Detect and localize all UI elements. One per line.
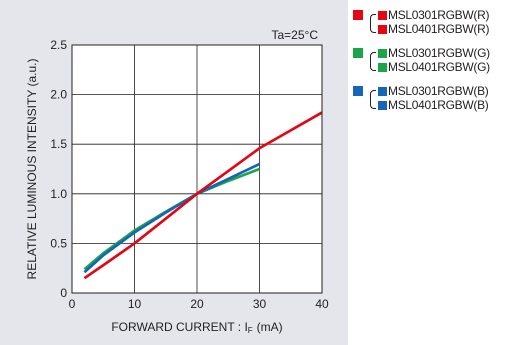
legend-item: MSL0301RGBW(R) bbox=[378, 8, 489, 22]
legend-item-swatch bbox=[378, 49, 387, 58]
legend-item: MSL0401RGBW(B) bbox=[378, 98, 489, 112]
legend-item-swatch bbox=[378, 101, 387, 110]
legend-item-label: MSL0301RGBW(B) bbox=[388, 84, 489, 98]
legend-item-label: MSL0301RGBW(R) bbox=[388, 8, 490, 22]
x-tick-label: 0 bbox=[69, 297, 76, 311]
legend-group-swatch bbox=[353, 48, 363, 58]
legend-group-swatch bbox=[353, 86, 363, 96]
legend-item-label: MSL0401RGBW(R) bbox=[388, 22, 490, 36]
y-tick-label: 1.5 bbox=[50, 137, 67, 151]
x-axis-label-subscript: F bbox=[248, 326, 253, 335]
y-axis-label: RELATIVE LUMINOUS INTENSITY (a.u.) bbox=[25, 59, 39, 280]
series-layer bbox=[83, 111, 323, 280]
legend-item: MSL0401RGBW(G) bbox=[378, 60, 490, 74]
tick-labels: 0 10 20 30 40 0 0.5 1.0 1.5 2.0 2.5 bbox=[50, 38, 329, 311]
temperature-annotation: Ta=25°C bbox=[272, 28, 319, 42]
x-tick-label: 20 bbox=[190, 297, 204, 311]
x-axis-label: FORWARD CURRENT : IF (mA) bbox=[111, 320, 282, 335]
legend-item-label: MSL0401RGBW(B) bbox=[388, 98, 489, 112]
legend-item: MSL0301RGBW(G) bbox=[378, 46, 490, 60]
legend-item-label: MSL0401RGBW(G) bbox=[388, 60, 490, 74]
x-axis-label-unit: (mA) bbox=[257, 320, 283, 334]
y-tick-label: 1.0 bbox=[50, 187, 67, 201]
legend-brace bbox=[370, 90, 376, 109]
plot-frame bbox=[71, 44, 323, 294]
y-tick-label: 2.0 bbox=[50, 88, 67, 102]
y-tick-label: 0.5 bbox=[50, 236, 67, 250]
legend-brace bbox=[370, 14, 376, 33]
legend-item-swatch bbox=[378, 11, 387, 20]
legend-item: MSL0401RGBW(R) bbox=[378, 22, 489, 36]
legend-item-swatch bbox=[378, 63, 387, 72]
x-tick-label: 30 bbox=[253, 297, 267, 311]
series-line-msl0401rgbw-b bbox=[83, 162, 261, 274]
x-tick-label: 40 bbox=[315, 297, 329, 311]
x-tick-label: 10 bbox=[128, 297, 142, 311]
x-axis-label-main: FORWARD CURRENT : I bbox=[111, 320, 247, 334]
legend-brace bbox=[370, 52, 376, 71]
y-tick-label: 0 bbox=[60, 286, 67, 300]
legend-item-swatch bbox=[378, 25, 387, 34]
luminous-intensity-chart: 0 10 20 30 40 0 0.5 1.0 1.5 2.0 2.5 Ta=25°C FORWAR… bbox=[25, 28, 329, 335]
chart-panel: 0 10 20 30 40 0 0.5 1.0 1.5 2.0 2.5 Ta=25°C FORWAR… bbox=[0, 0, 348, 345]
legend-item: MSL0301RGBW(B) bbox=[378, 84, 489, 98]
legend-group-swatch bbox=[353, 10, 363, 20]
legend-item-label: MSL0301RGBW(G) bbox=[388, 46, 490, 60]
series-line-msl0401rgbw-r bbox=[83, 111, 323, 280]
y-tick-label: 2.5 bbox=[50, 38, 67, 52]
legend-item-swatch bbox=[378, 87, 387, 96]
